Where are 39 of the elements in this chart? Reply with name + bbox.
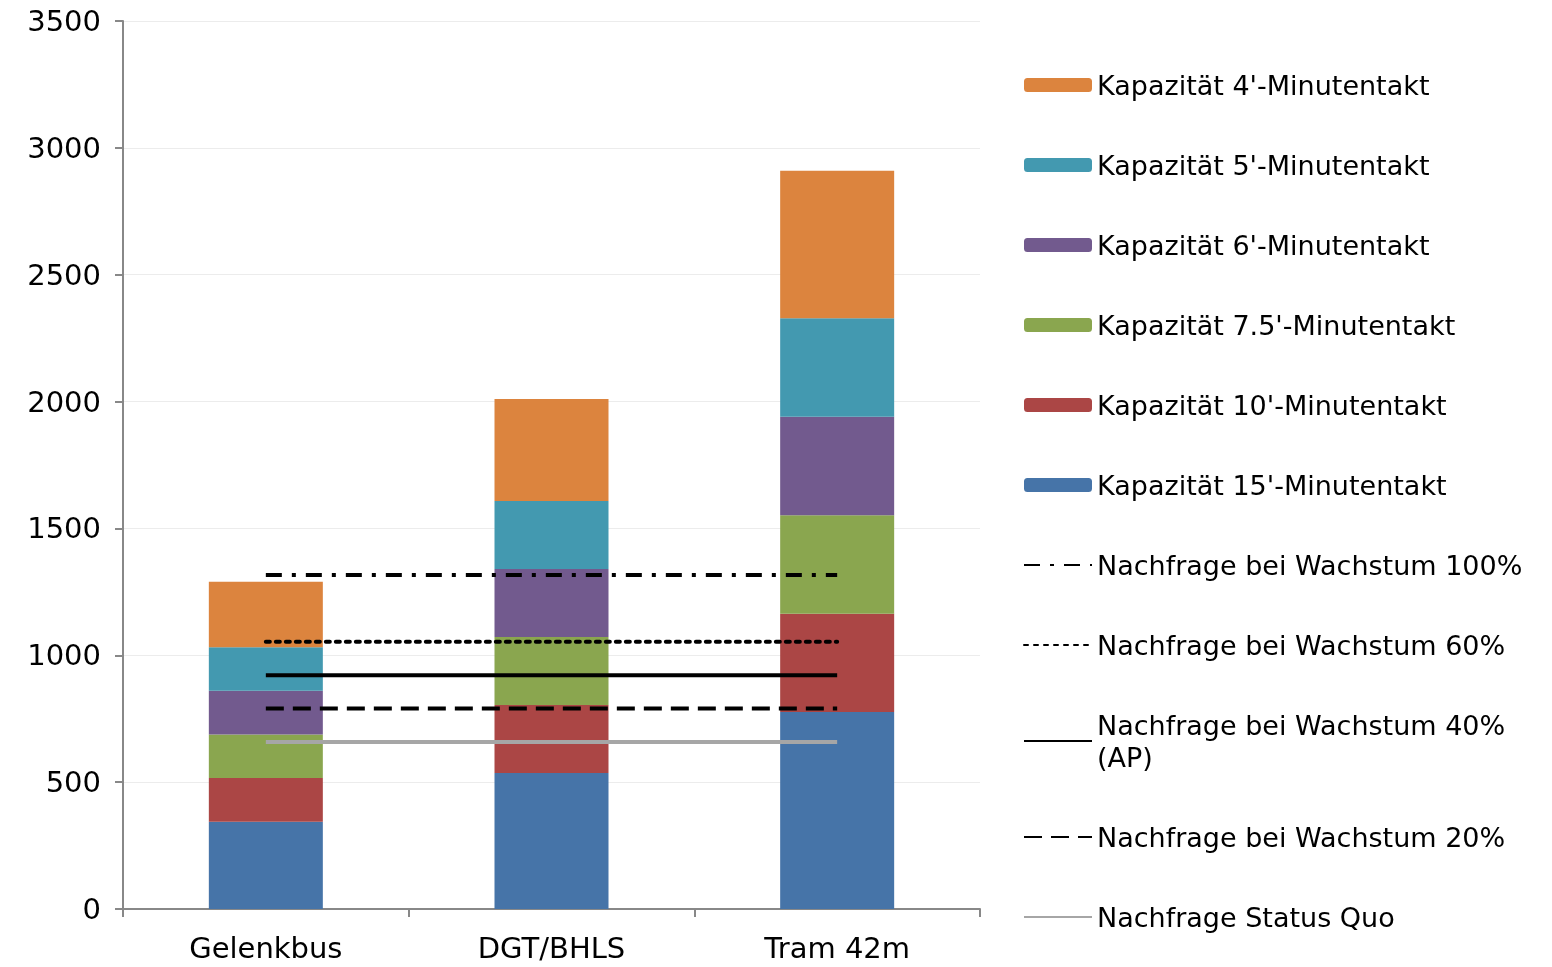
y-tick-label: 3500: [27, 4, 101, 38]
bar: [208, 647, 323, 691]
bar: [208, 734, 323, 779]
bar: [780, 515, 895, 614]
legend-label: Kapazität 5'-Minutentakt: [1097, 149, 1430, 181]
y-tick-label: 2000: [27, 384, 101, 419]
bar: [494, 773, 609, 909]
bar: [494, 399, 609, 502]
bar: [494, 569, 609, 638]
legend-label: Kapazität 15'-Minutentakt: [1097, 469, 1447, 501]
legend-label: Kapazität 4'-Minutentakt: [1097, 69, 1430, 101]
x-tick-label: Tram 42m: [763, 930, 911, 965]
legend-label: Nachfrage bei Wachstum 100%: [1097, 549, 1523, 581]
bar: [208, 690, 323, 735]
legend-label: Kapazität 6'-Minutentakt: [1097, 229, 1430, 261]
legend-label: Nachfrage Status Quo: [1097, 901, 1395, 933]
legend-label: Kapazität 7.5'-Minutentakt: [1097, 309, 1456, 341]
bar: [780, 170, 895, 319]
y-tick-label: 2500: [27, 257, 101, 292]
bar: [780, 318, 895, 417]
x-tick-label: Gelenkbus: [189, 930, 343, 965]
y-tick-label: 0: [82, 892, 101, 926]
y-tick-label: 500: [45, 765, 101, 800]
legend-label: Nachfrage bei Wachstum 40% (AP): [1097, 709, 1514, 773]
bar: [494, 501, 609, 570]
legend-label: Nachfrage bei Wachstum 60%: [1097, 629, 1506, 661]
legend-label: Nachfrage bei Wachstum 20%: [1097, 821, 1506, 853]
bar: [780, 613, 895, 713]
y-tick-label: 1000: [27, 638, 101, 673]
bar: [780, 416, 895, 516]
y-tick-label: 1500: [27, 511, 101, 546]
bar: [208, 581, 323, 648]
bar: [208, 821, 323, 909]
bar: [780, 712, 895, 909]
y-tick-label: 3000: [27, 130, 101, 165]
bar: [208, 778, 323, 822]
bar: [494, 705, 609, 774]
legend-label: Kapazität 10'-Minutentakt: [1097, 389, 1447, 421]
x-tick-label: DGT/BHLS: [477, 930, 626, 965]
